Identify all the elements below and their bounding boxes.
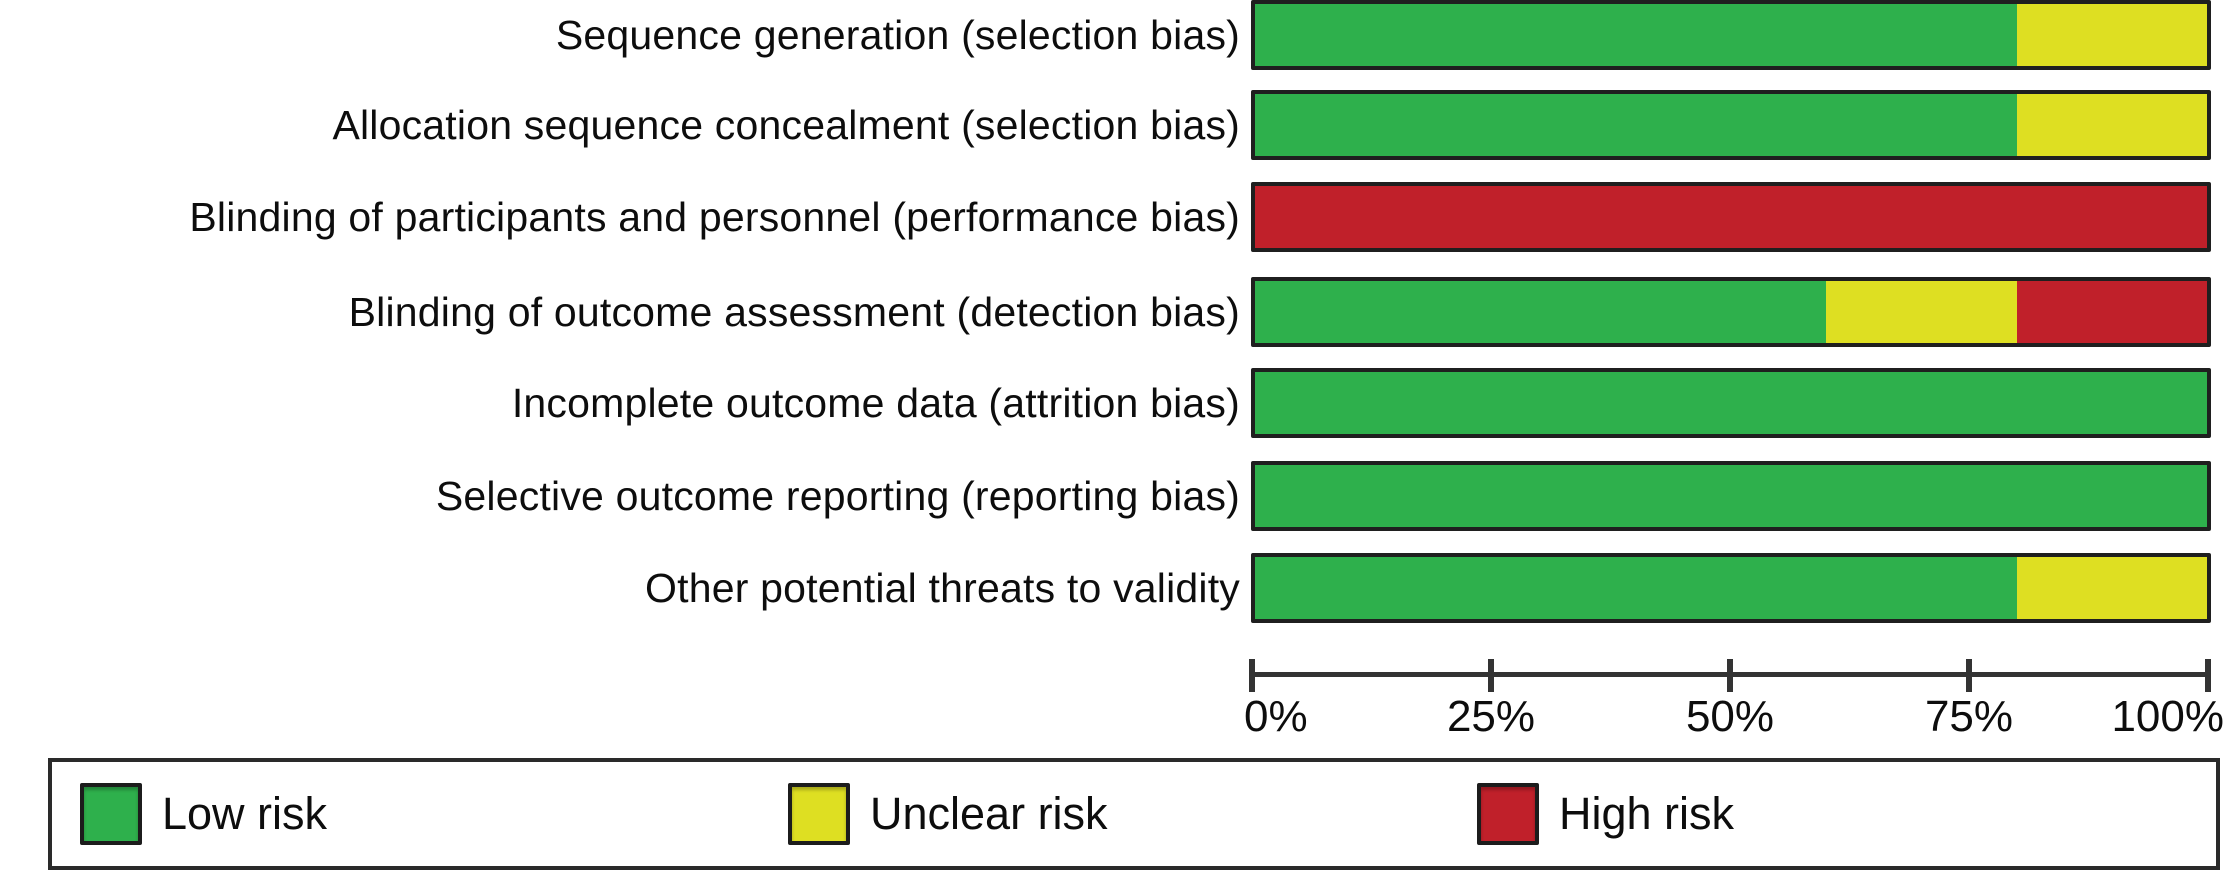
low-risk-segment bbox=[1255, 372, 2207, 434]
axis-tick-label-25: 25% bbox=[1446, 692, 1536, 741]
high-risk-segment bbox=[1255, 186, 2207, 248]
stacked-bar-row-2 bbox=[1251, 90, 2211, 160]
category-label-blinding-of-participants-and-personnel-p: Blinding of participants and personnel (… bbox=[189, 193, 1240, 240]
category-label-blinding-of-outcome-assessment-detection: Blinding of outcome assessment (detectio… bbox=[348, 288, 1240, 335]
stacked-bar-row-3 bbox=[1251, 182, 2211, 252]
axis-tick-0 bbox=[1249, 659, 1255, 692]
low-risk-segment bbox=[1255, 465, 2207, 527]
axis-tick-label-50: 50% bbox=[1685, 692, 1775, 741]
high-risk-segment bbox=[2016, 281, 2207, 343]
category-label-sequence-generation-selection-bias: Sequence generation (selection bias) bbox=[555, 11, 1240, 58]
legend: Low risk Unclear risk High risk bbox=[48, 758, 2220, 870]
stacked-bar-row-6 bbox=[1251, 461, 2211, 531]
legend-label-unclear-risk: Unclear risk bbox=[870, 788, 1108, 839]
unclear-risk-segment bbox=[2016, 94, 2207, 156]
legend-entry-high-risk: High risk bbox=[1477, 781, 1734, 847]
axis-tick-label-100: 100% bbox=[2111, 692, 2224, 741]
unclear-risk-swatch-icon bbox=[788, 783, 850, 845]
axis-tick-label-75: 75% bbox=[1924, 692, 2014, 741]
unclear-risk-segment bbox=[2016, 4, 2207, 66]
legend-entry-low-risk: Low risk bbox=[80, 781, 327, 847]
category-label-incomplete-outcome-data-attrition-bias: Incomplete outcome data (attrition bias) bbox=[511, 379, 1240, 426]
stacked-bar-row-4 bbox=[1251, 277, 2211, 347]
high-risk-swatch-icon bbox=[1477, 783, 1539, 845]
stacked-bar-row-5 bbox=[1251, 368, 2211, 438]
category-label-other-potential-threats-to-validity: Other potential threats to validity bbox=[645, 564, 1240, 611]
legend-entry-unclear-risk: Unclear risk bbox=[788, 781, 1108, 847]
low-risk-segment bbox=[1255, 281, 1827, 343]
axis-tick-100 bbox=[2205, 659, 2211, 692]
category-label-selective-outcome-reporting-reporting-bi: Selective outcome reporting (reporting b… bbox=[435, 472, 1240, 519]
low-risk-segment bbox=[1255, 94, 2017, 156]
legend-label-low-risk: Low risk bbox=[162, 788, 328, 839]
low-risk-swatch-icon bbox=[80, 783, 142, 845]
stacked-bar-row-7 bbox=[1251, 553, 2211, 623]
unclear-risk-segment bbox=[1826, 281, 2017, 343]
legend-label-high-risk: High risk bbox=[1559, 788, 1735, 839]
axis-tick-25 bbox=[1488, 659, 1494, 692]
stacked-bar-row-1 bbox=[1251, 0, 2211, 70]
category-label-allocation-sequence-concealment-selectio: Allocation sequence concealment (selecti… bbox=[332, 101, 1240, 148]
low-risk-segment bbox=[1255, 4, 2017, 66]
axis-tick-75 bbox=[1966, 659, 1972, 692]
low-risk-segment bbox=[1255, 557, 2017, 619]
axis-tick-50 bbox=[1727, 659, 1733, 692]
axis-tick-label-0: 0% bbox=[1244, 692, 1308, 741]
unclear-risk-segment bbox=[2016, 557, 2207, 619]
